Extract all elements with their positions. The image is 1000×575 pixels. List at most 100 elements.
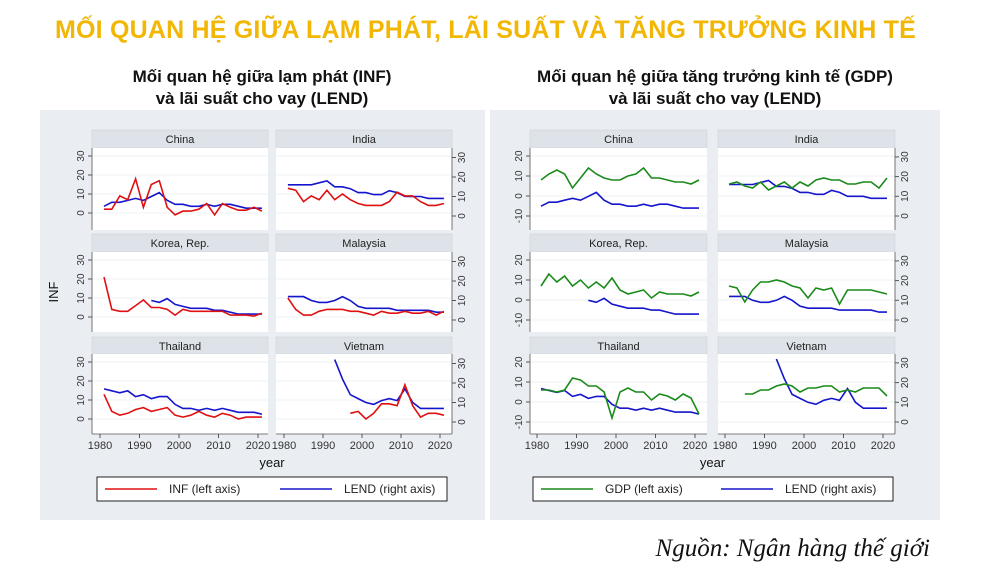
plot-area (530, 354, 707, 434)
x-tick-label: 2000 (167, 440, 191, 452)
plot-area (530, 148, 707, 230)
right-tick-label: 10 (900, 396, 911, 408)
left-tick-label: 10 (514, 170, 525, 182)
x-tick-label: 1990 (127, 440, 151, 452)
panel-label: Malaysia (785, 238, 829, 250)
right-tick-label: 0 (900, 213, 911, 219)
x-tick-label: 1980 (713, 440, 737, 452)
panel-label: Malaysia (342, 238, 386, 250)
right-tick-label: 0 (900, 317, 911, 323)
panel-china: China 0 10 20 30 (76, 129, 269, 230)
right-tick-label: 10 (457, 397, 468, 409)
gdp-series-line (540, 166, 700, 190)
left-tick-label: 10 (76, 292, 87, 304)
left-tick-label: -10 (514, 208, 525, 223)
plot-area (92, 148, 268, 230)
gdp-series-line (728, 279, 888, 306)
panel-korea-rep-: Korea, Rep. -10 0 10 20 (514, 233, 708, 332)
legend: INF (left axis) LEND (right axis) (96, 476, 448, 502)
right-tick-label: 30 (457, 256, 468, 268)
left-tick-label: 10 (76, 394, 87, 406)
lend-series-line (540, 191, 699, 209)
x-tick-label: 2010 (643, 440, 667, 452)
x-tick-label: 2020 (683, 440, 707, 452)
x-tick-label: 2010 (389, 440, 413, 452)
left-chart-title: Mối quan hệ giữa lạm phát (INF) và lãi s… (62, 66, 462, 110)
panel-china: China -10 0 10 20 (514, 129, 708, 230)
right-tick-label: 0 (457, 317, 468, 323)
lend-series-line (287, 295, 444, 313)
panel-label: Korea, Rep. (589, 238, 648, 250)
right-tick-label: 30 (900, 357, 911, 369)
left-chart-title-line1: Mối quan hệ giữa lạm phát (INF) (132, 67, 392, 86)
left-tick-label: 20 (76, 169, 87, 181)
panel-india: India 0 10 20 30 (275, 129, 468, 230)
left-tick-label: 0 (76, 314, 87, 320)
inf-series-line (104, 176, 263, 217)
lend-series-line (287, 180, 444, 200)
inf-series-line (103, 393, 262, 420)
right-tick-label: 30 (457, 358, 468, 370)
plot-area (92, 354, 268, 434)
plot-area (276, 148, 452, 230)
right-tick-label: 10 (900, 294, 911, 306)
x-axis-title: year (259, 455, 285, 470)
panel-label: Thailand (159, 341, 201, 353)
right-tick-label: 20 (457, 377, 468, 389)
lend-series-line (729, 295, 887, 313)
lend-series-line (729, 179, 887, 200)
legend-label-lend: LEND (right axis) (344, 482, 435, 496)
lend-series-line (151, 297, 262, 315)
right-chart-title: Mối quan hệ giữa tăng trưởng kinh tế (GD… (495, 66, 935, 110)
right-tick-label: 10 (457, 295, 468, 307)
left-tick-label: 30 (76, 254, 87, 266)
left-tick-label: 0 (76, 416, 87, 422)
panel-korea-rep-: Korea, Rep. 0 10 20 30 (76, 233, 269, 332)
x-tick-label: 2020 (246, 440, 270, 452)
lend-series-line (103, 191, 262, 209)
x-tick-label: 1990 (564, 440, 588, 452)
right-tick-label: 30 (900, 151, 911, 163)
left-tick-label: 30 (76, 150, 87, 162)
lend-series-line (588, 297, 699, 315)
panel-label: China (166, 134, 196, 146)
right-tick-label: 0 (900, 419, 911, 425)
plot-area (276, 252, 452, 332)
right-tick-label: 0 (457, 213, 468, 219)
x-tick-label: 1980 (525, 440, 549, 452)
left-tick-label: -10 (514, 414, 525, 429)
left-tick-label: 0 (514, 399, 525, 405)
right-tick-label: 0 (457, 419, 468, 425)
lend-series-line (103, 388, 263, 415)
gdp-series-line (541, 377, 700, 421)
panel-india: India 0 10 20 30 (717, 129, 911, 230)
panel-label: Korea, Rep. (151, 238, 210, 250)
left-tick-label: 20 (514, 356, 525, 368)
plot-area (718, 148, 895, 230)
panel-label: Vietnam (786, 341, 826, 353)
x-tick-label: 2010 (206, 440, 230, 452)
y-axis-title: INF (46, 281, 61, 302)
panel-label: India (795, 134, 820, 146)
right-chart-title-line1: Mối quan hệ giữa tăng trưởng kinh tế (GD… (537, 67, 893, 86)
x-tick-label: 2020 (428, 440, 452, 452)
right-tick-label: 10 (457, 191, 468, 203)
left-tick-label: 20 (514, 150, 525, 162)
right-tick-label: 20 (900, 275, 911, 287)
panel-vietnam: Vietnam 0 10 20 30 1980 1990 2000 2010 2020 (272, 336, 468, 452)
page-title: MỐI QUAN HỆ GIỮA LẠM PHÁT, LÃI SUẤT VÀ T… (55, 16, 916, 44)
plot-area (92, 252, 268, 332)
gdp-series-line (540, 272, 700, 300)
panel-label: Vietnam (344, 341, 384, 353)
legend-label-gdp: GDP (left axis) (605, 482, 683, 496)
x-tick-label: 2000 (792, 440, 816, 452)
plot-area (276, 354, 452, 434)
gdp-series-line (728, 177, 888, 191)
panel-malaysia: Malaysia 0 10 20 30 (275, 233, 468, 332)
inf-series-line (103, 276, 263, 317)
right-tick-label: 20 (900, 377, 911, 389)
right-tick-label: 20 (457, 171, 468, 183)
x-tick-label: 2000 (604, 440, 628, 452)
right-tick-label: 30 (900, 255, 911, 267)
inf-series-line (287, 187, 445, 207)
